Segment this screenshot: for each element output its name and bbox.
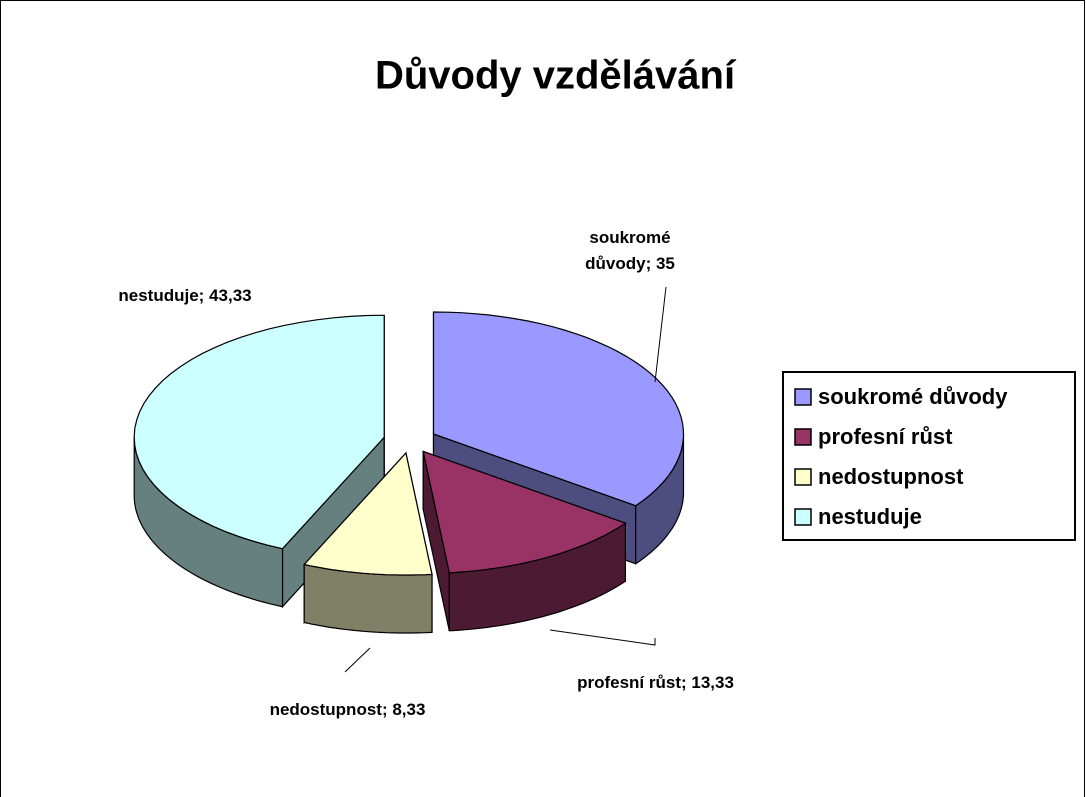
leader-line bbox=[549, 629, 656, 646]
leader-line bbox=[654, 286, 667, 383]
slice bbox=[303, 451, 433, 576]
legend-label: profesní růst bbox=[818, 424, 953, 449]
data-label: nestuduje; 43,33 bbox=[118, 286, 252, 305]
slice bbox=[432, 311, 685, 507]
data-label-box: nedostupnost; 8,33 bbox=[269, 700, 426, 719]
slice bbox=[422, 450, 627, 574]
legend-swatch bbox=[794, 468, 812, 486]
legend-swatch bbox=[794, 428, 812, 446]
legend-label: nestuduje bbox=[818, 504, 922, 529]
leader-line bbox=[344, 647, 371, 673]
legend-label: soukromé důvody bbox=[818, 384, 1008, 409]
slice bbox=[133, 314, 385, 550]
data-label: soukromé důvody; 35 bbox=[585, 228, 675, 273]
data-label: nedostupnost; 8,33 bbox=[269, 700, 426, 719]
legend-label: nedostupnost bbox=[818, 464, 964, 489]
legend-swatch bbox=[794, 388, 812, 406]
legend-swatch bbox=[794, 508, 812, 526]
data-label-box: soukromé důvody; 35 bbox=[585, 228, 675, 273]
legend bbox=[782, 371, 1076, 541]
data-label: profesní růst; 13,33 bbox=[577, 673, 734, 692]
data-label-box: profesní růst; 13,33 bbox=[577, 673, 734, 692]
chart-title: Důvody vzdělávání bbox=[375, 54, 737, 98]
data-label-box: nestuduje; 43,33 bbox=[118, 286, 252, 305]
